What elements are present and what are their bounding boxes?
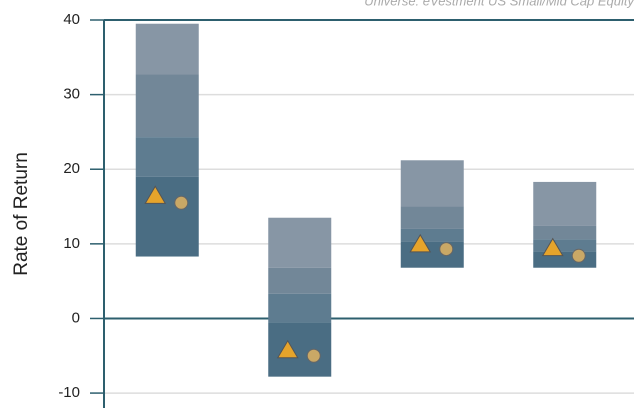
triangle-marker <box>144 185 167 204</box>
circle-marker <box>306 348 321 363</box>
band <box>135 137 199 177</box>
band <box>268 217 332 268</box>
band <box>268 293 332 323</box>
band <box>533 225 597 240</box>
chart-subtitle: Universe: eVestment US Small/Mid Cap Equ… <box>364 0 634 8</box>
band <box>135 23 199 75</box>
band <box>400 228 464 242</box>
y-tick-label: 0 <box>72 309 80 326</box>
band <box>533 181 597 226</box>
band <box>400 206 464 229</box>
band <box>135 74 199 138</box>
triangle-marker <box>276 339 299 359</box>
circle-marker <box>439 242 454 257</box>
band <box>400 160 464 207</box>
y-tick-label: -10 <box>58 384 80 401</box>
y-tick-label: 10 <box>63 235 80 252</box>
triangle-marker <box>541 237 564 257</box>
band <box>533 239 597 252</box>
band <box>400 241 464 268</box>
y-axis-label: Rate of Return <box>11 152 32 276</box>
circle-marker <box>571 248 586 263</box>
band <box>533 251 597 268</box>
y-tick-label: 30 <box>63 86 80 103</box>
circle-marker <box>174 195 189 210</box>
band <box>135 176 199 257</box>
y-tick-label: 20 <box>63 160 80 177</box>
band <box>268 267 332 294</box>
y-tick-label: 40 <box>63 11 80 28</box>
triangle-marker <box>409 233 432 253</box>
band <box>268 322 332 377</box>
